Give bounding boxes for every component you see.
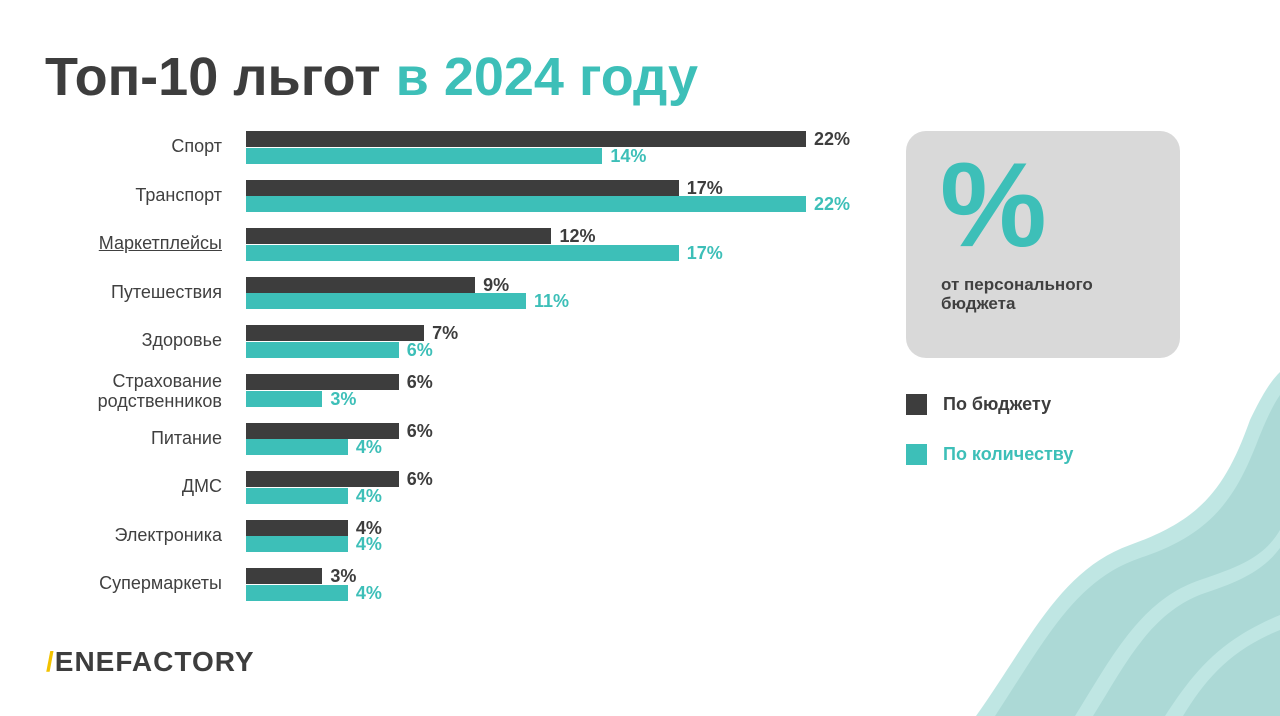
data-label: 14% — [610, 145, 647, 166]
legend-label: По количеству — [943, 444, 1074, 464]
bar-budget — [246, 374, 399, 390]
legend-item-budget: По бюджету — [906, 394, 1051, 415]
category-label: Питание — [150, 427, 222, 448]
bar-count — [246, 584, 348, 601]
bar-budget — [246, 276, 476, 293]
category-label: Здоровье — [141, 330, 222, 351]
data-label: 7% — [432, 323, 459, 344]
data-label: 3% — [330, 388, 357, 409]
bar-budget — [246, 228, 552, 245]
bar-budget — [246, 179, 679, 196]
category-label: Маркетплейсы — [98, 233, 222, 254]
data-label: 12% — [559, 226, 596, 247]
category-label: Электроника — [114, 524, 222, 545]
bar-budget — [246, 325, 425, 342]
bar-count — [246, 536, 348, 553]
category-label: ДМС — [181, 476, 222, 497]
data-label: 17% — [686, 177, 723, 198]
bar-budget — [246, 422, 399, 439]
bar-count — [246, 196, 806, 213]
category-label: Спорт — [171, 136, 222, 156]
legend-swatch-dark — [906, 394, 927, 415]
bar-count — [246, 341, 399, 358]
data-label: 9% — [483, 274, 510, 295]
data-label: 4% — [355, 485, 382, 506]
data-label: 11% — [534, 291, 570, 312]
title-main: Топ-10 льгот — [45, 47, 381, 107]
percent-symbol: % — [940, 138, 1047, 272]
title-accent: в 2024 году — [395, 47, 698, 107]
bar-count — [246, 244, 679, 261]
data-label: 6% — [406, 372, 433, 392]
bar-budget — [246, 131, 806, 147]
bar-budget — [246, 519, 348, 536]
category-label: Супермаркеты — [99, 573, 222, 594]
bar-count — [246, 487, 348, 504]
card-text: от персонального бюджета — [941, 275, 1093, 313]
data-label: 22% — [814, 129, 851, 149]
data-label: 6% — [406, 420, 433, 441]
legend-item-count: По количеству — [906, 444, 1073, 465]
data-label: 4% — [355, 437, 382, 458]
data-label: 17% — [686, 242, 723, 263]
data-label: 4% — [355, 517, 382, 538]
data-label: 4% — [355, 582, 382, 603]
category-label: Транспорт — [135, 184, 222, 205]
bar-count — [246, 293, 526, 310]
bar-budget — [246, 568, 323, 585]
bar-count — [246, 390, 323, 407]
legend-swatch-teal — [906, 444, 927, 465]
category-label: Страхование родственников — [97, 371, 222, 411]
bar-count — [246, 439, 348, 456]
data-label: 6% — [406, 339, 433, 360]
data-label: 6% — [406, 469, 433, 490]
info-card: % от персонального бюджета — [906, 131, 1180, 358]
data-label: 4% — [355, 534, 382, 555]
bar-chart: Спорт 22% 14% Транспорт 17% 22% Маркетплейсы 12… — [97, 129, 851, 603]
data-label: 22% — [814, 194, 851, 215]
decorative-wave — [976, 372, 1280, 716]
logo: /ENEFACTORY — [46, 646, 255, 677]
data-label: 3% — [330, 566, 357, 587]
bar-count — [246, 147, 603, 164]
bar-budget — [246, 471, 399, 488]
legend-label: По бюджету — [943, 394, 1052, 414]
category-label: Путешествия — [110, 281, 222, 302]
page-title: Топ-10 льгот в 2024 году — [45, 46, 698, 108]
